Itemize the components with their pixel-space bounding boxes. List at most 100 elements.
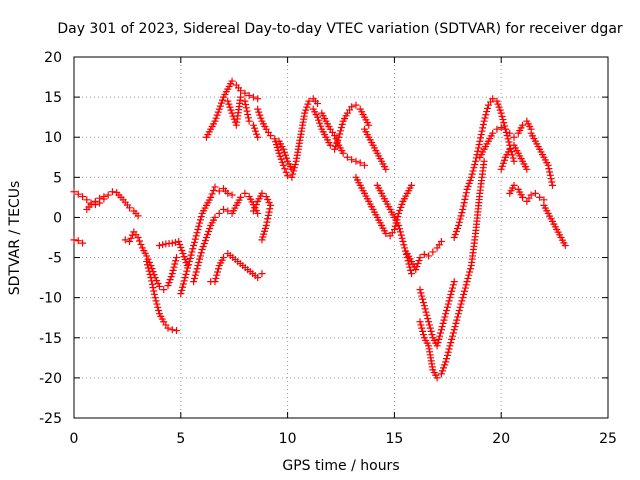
data-point: [452, 227, 460, 235]
data-point: [134, 212, 142, 220]
data-point: [471, 160, 479, 168]
data-point: [439, 319, 447, 327]
data-point: [427, 327, 435, 335]
data-point: [195, 258, 203, 266]
data-point: [192, 232, 200, 240]
data-point: [333, 138, 341, 146]
data-point: [204, 230, 211, 238]
data-point: [177, 244, 185, 252]
data-point: [448, 284, 456, 292]
data-point: [244, 110, 252, 118]
data-point: [208, 190, 216, 198]
data-point: [419, 295, 427, 303]
series-arc-7: [177, 183, 236, 298]
data-point: [249, 93, 257, 101]
data-point: [440, 364, 448, 372]
series-arc-3: [83, 193, 108, 213]
data-point: [390, 225, 398, 233]
data-point: [468, 170, 476, 178]
data-point: [213, 111, 221, 119]
data-point: [413, 263, 421, 271]
series-arc-10: [202, 77, 262, 141]
data-point: [196, 252, 204, 260]
data-point: [227, 106, 235, 114]
data-point: [194, 225, 202, 233]
data-point: [126, 204, 134, 212]
data-point: [303, 103, 311, 111]
x-tick-label: 15: [385, 431, 403, 447]
data-point: [168, 270, 176, 278]
data-point: [242, 100, 250, 108]
data-point: [489, 129, 497, 137]
data-point: [480, 117, 488, 125]
data-point: [289, 170, 297, 178]
data-point: [249, 121, 257, 129]
series-arc-27: [527, 129, 556, 189]
data-point: [178, 247, 186, 255]
data-point: [456, 215, 464, 223]
data-point: [463, 278, 471, 286]
data-point: [348, 103, 356, 111]
x-tick-labels: 0 5 10 15 20 25: [70, 431, 617, 447]
data-point: [258, 270, 266, 278]
data-point: [331, 132, 339, 140]
data-point: [435, 335, 443, 343]
data-point: [398, 200, 406, 208]
data-point: [498, 112, 506, 120]
x-tick-label: 25: [599, 431, 617, 447]
data-point: [251, 204, 259, 212]
data-point: [187, 251, 195, 259]
data-point: [546, 171, 554, 179]
data-point: [337, 124, 345, 132]
data-point: [483, 108, 491, 116]
data-point: [302, 106, 310, 114]
data-point: [96, 194, 104, 202]
data-point: [154, 279, 162, 287]
data-point: [136, 237, 144, 245]
data-point: [501, 125, 509, 133]
data-point: [315, 116, 323, 124]
data-point: [442, 358, 450, 366]
data-point: [228, 191, 236, 199]
data-point: [339, 149, 347, 157]
data-point: [170, 263, 178, 271]
data-point: [458, 297, 466, 305]
data-point: [457, 300, 465, 308]
series-arc-8: [190, 189, 262, 286]
data-point: [449, 281, 457, 289]
data-point: [479, 124, 487, 132]
data-point: [441, 313, 449, 321]
data-point: [188, 248, 196, 256]
data-point: [207, 193, 215, 201]
data-point: [148, 280, 156, 288]
data-point: [467, 173, 475, 181]
data-point: [254, 209, 262, 217]
data-point: [190, 238, 198, 246]
series-arc-17: [360, 125, 390, 173]
data-point: [149, 284, 157, 292]
data-point: [254, 274, 262, 282]
data-point: [314, 100, 322, 108]
data-point: [254, 133, 262, 141]
data-point: [167, 273, 175, 281]
data-point: [193, 229, 201, 237]
x-tick-label: 10: [279, 431, 297, 447]
data-point: [493, 97, 501, 105]
data-point: [332, 135, 340, 143]
data-point: [254, 105, 262, 113]
data-point: [199, 243, 207, 251]
data-point: [444, 348, 452, 356]
data-point: [395, 221, 403, 229]
data-point: [214, 268, 222, 276]
data-point: [421, 305, 429, 313]
x-tick-label: 20: [492, 431, 510, 447]
data-point: [497, 109, 505, 117]
data-point: [74, 190, 82, 198]
data-point: [332, 142, 340, 150]
data-point: [245, 117, 253, 125]
data-point: [457, 212, 465, 220]
data-point: [164, 282, 172, 290]
data-point: [279, 145, 287, 153]
data-point: [460, 290, 468, 298]
data-point: [202, 234, 210, 241]
